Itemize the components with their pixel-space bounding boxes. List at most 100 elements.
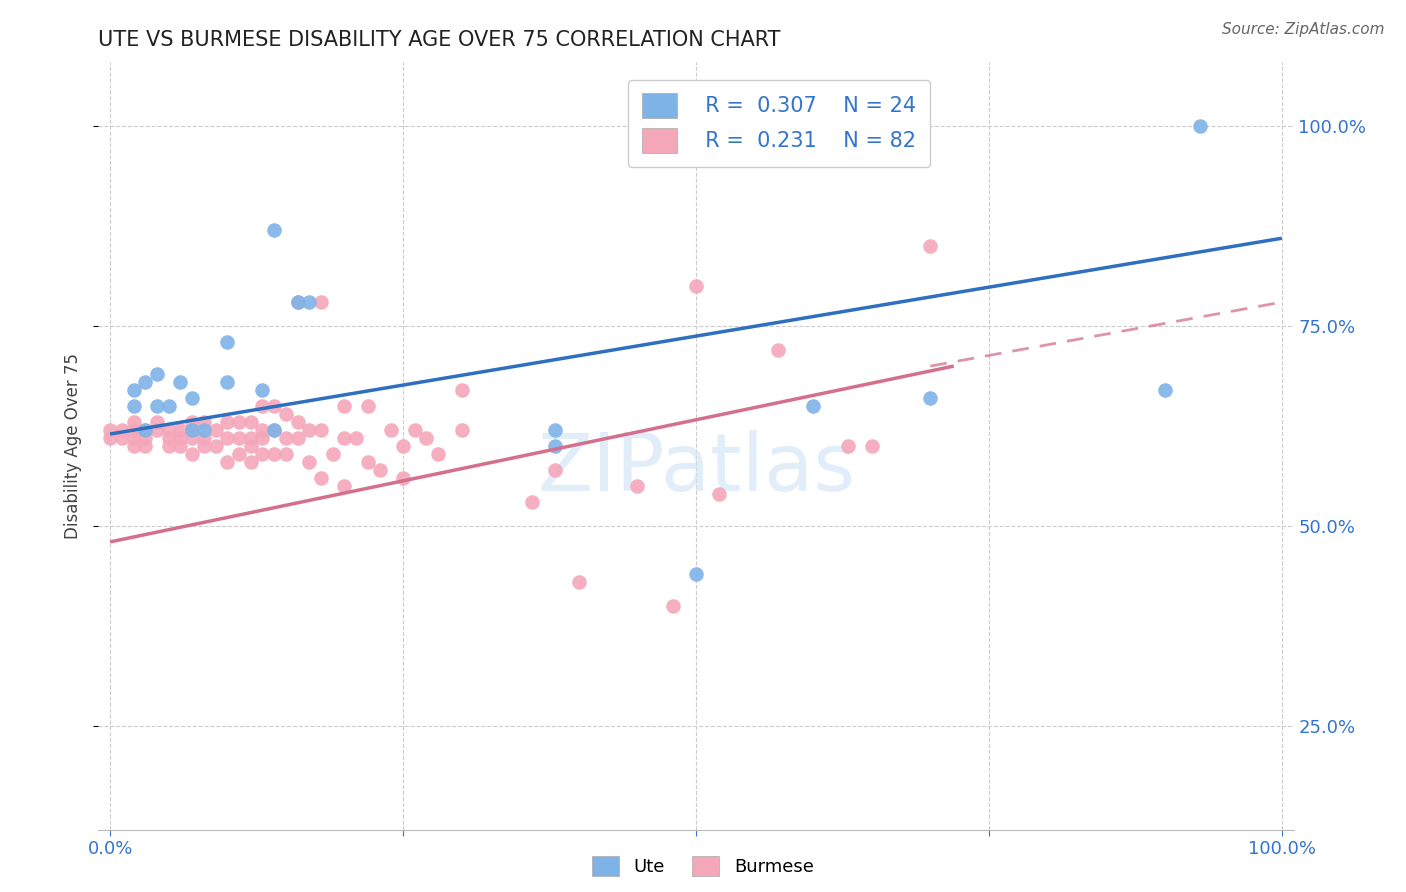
Point [274,407,297,421]
Point [333,479,356,493]
Point [333,431,356,445]
Point [181,391,204,405]
Point [217,455,239,469]
Point [252,383,274,397]
Point [111,423,134,437]
Point [520,495,543,509]
Point [287,295,309,310]
Text: Source: ZipAtlas.com: Source: ZipAtlas.com [1222,22,1385,37]
Point [146,399,169,413]
Point [181,431,204,445]
Point [157,423,180,437]
Point [392,439,415,453]
Point [380,423,402,437]
Y-axis label: Disability Age Over 75: Disability Age Over 75 [63,353,82,539]
Point [239,455,262,469]
Point [1153,383,1175,397]
Point [228,447,250,461]
Point [122,399,145,413]
Point [450,423,472,437]
Point [344,431,367,445]
Point [239,431,262,445]
Point [287,295,309,310]
Point [98,423,121,437]
Point [685,566,707,581]
Point [157,439,180,453]
Point [287,415,309,429]
Point [157,431,180,445]
Point [134,375,156,389]
Point [309,471,332,485]
Point [427,447,450,461]
Point [98,431,121,445]
Point [217,375,239,389]
Legend: Ute, Burmese: Ute, Burmese [585,848,821,883]
Point [228,415,250,429]
Point [544,463,567,477]
Point [169,431,191,445]
Point [146,423,169,437]
Point [920,391,942,405]
Point [181,423,204,437]
Point [661,599,683,613]
Point [252,423,274,437]
Point [263,423,285,437]
Point [181,447,204,461]
Point [920,239,942,253]
Point [544,439,567,453]
Point [263,447,285,461]
Point [204,423,226,437]
Point [333,399,356,413]
Point [169,439,191,453]
Point [193,439,215,453]
Point [263,399,285,413]
Point [252,431,274,445]
Point [217,415,239,429]
Point [134,431,156,445]
Point [322,447,344,461]
Point [287,431,309,445]
Point [193,423,215,437]
Point [122,415,145,429]
Point [122,423,145,437]
Point [252,447,274,461]
Point [685,279,707,293]
Point [122,383,145,397]
Point [298,423,321,437]
Point [837,439,859,453]
Text: ZIPatlas: ZIPatlas [537,430,855,508]
Point [239,415,262,429]
Point [298,295,321,310]
Point [217,335,239,350]
Point [111,431,134,445]
Point [181,415,204,429]
Point [1188,120,1211,134]
Point [146,367,169,381]
Point [263,223,285,237]
Point [134,423,156,437]
Point [193,431,215,445]
Point [357,455,380,469]
Point [801,399,824,413]
Point [204,439,226,453]
Legend:   R =  0.307    N = 24,   R =  0.231    N = 82: R = 0.307 N = 24, R = 0.231 N = 82 [628,79,929,167]
Point [709,487,731,501]
Point [766,343,789,358]
Point [181,423,204,437]
Point [392,471,415,485]
Point [193,415,215,429]
Point [146,415,169,429]
Point [357,399,380,413]
Point [169,423,191,437]
Point [626,479,648,493]
Point [415,431,437,445]
Point [450,383,472,397]
Point [263,423,285,437]
Point [309,295,332,310]
Text: UTE VS BURMESE DISABILITY AGE OVER 75 CORRELATION CHART: UTE VS BURMESE DISABILITY AGE OVER 75 CO… [98,29,780,50]
Point [309,423,332,437]
Point [298,455,321,469]
Point [122,439,145,453]
Point [134,439,156,453]
Point [239,439,262,453]
